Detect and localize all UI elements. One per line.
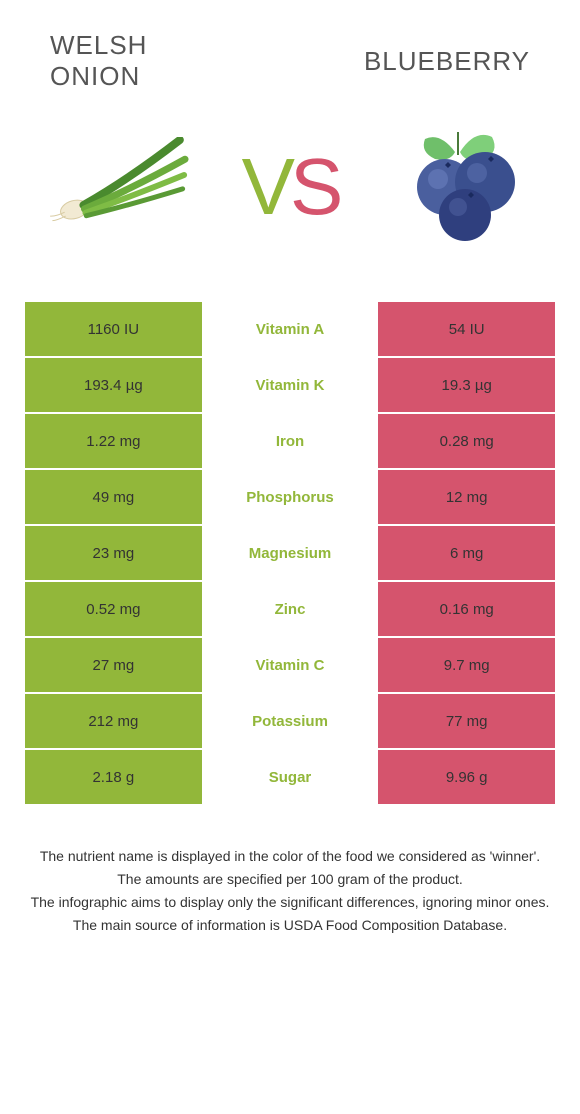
- table-row: 0.52 mgZinc0.16 mg: [25, 582, 555, 638]
- right-title: Blueberry: [364, 46, 530, 77]
- right-value: 9.7 mg: [378, 638, 555, 694]
- left-title: Welsh onion: [50, 30, 230, 92]
- left-value: 212 mg: [25, 694, 202, 750]
- nutrient-name: Magnesium: [202, 526, 379, 582]
- vs-s: S: [290, 141, 338, 233]
- nutrient-name: Potassium: [202, 694, 379, 750]
- table-row: 1160 IUVitamin A54 IU: [25, 302, 555, 358]
- header: Welsh onion Blueberry: [0, 0, 580, 102]
- nutrient-name: Iron: [202, 414, 379, 470]
- welsh-onion-image: [40, 127, 200, 247]
- left-value: 1160 IU: [25, 302, 202, 358]
- right-value: 0.16 mg: [378, 582, 555, 638]
- left-value: 193.4 µg: [25, 358, 202, 414]
- nutrient-name: Vitamin K: [202, 358, 379, 414]
- right-value: 77 mg: [378, 694, 555, 750]
- nutrient-name: Phosphorus: [202, 470, 379, 526]
- right-value: 54 IU: [378, 302, 555, 358]
- right-value: 0.28 mg: [378, 414, 555, 470]
- table-row: 193.4 µgVitamin K19.3 µg: [25, 358, 555, 414]
- left-value: 27 mg: [25, 638, 202, 694]
- footer-line: The nutrient name is displayed in the co…: [15, 846, 565, 867]
- nutrient-name: Vitamin A: [202, 302, 379, 358]
- left-value: 2.18 g: [25, 750, 202, 806]
- nutrient-name: Sugar: [202, 750, 379, 806]
- footer-line: The amounts are specified per 100 gram o…: [15, 869, 565, 890]
- footer-line: The main source of information is USDA F…: [15, 915, 565, 936]
- footer-notes: The nutrient name is displayed in the co…: [0, 806, 580, 936]
- blueberry-image: [380, 127, 540, 247]
- table-row: 27 mgVitamin C9.7 mg: [25, 638, 555, 694]
- footer-line: The infographic aims to display only the…: [15, 892, 565, 913]
- left-value: 23 mg: [25, 526, 202, 582]
- nutrient-name: Vitamin C: [202, 638, 379, 694]
- table-row: 1.22 mgIron0.28 mg: [25, 414, 555, 470]
- left-value: 1.22 mg: [25, 414, 202, 470]
- right-value: 19.3 µg: [378, 358, 555, 414]
- nutrient-name: Zinc: [202, 582, 379, 638]
- vs-label: V S: [242, 141, 339, 233]
- left-value: 0.52 mg: [25, 582, 202, 638]
- table-row: 212 mgPotassium77 mg: [25, 694, 555, 750]
- table-row: 2.18 gSugar9.96 g: [25, 750, 555, 806]
- hero-row: V S: [0, 102, 580, 302]
- vs-v: V: [242, 141, 290, 233]
- right-value: 12 mg: [378, 470, 555, 526]
- table-row: 49 mgPhosphorus12 mg: [25, 470, 555, 526]
- right-value: 6 mg: [378, 526, 555, 582]
- right-value: 9.96 g: [378, 750, 555, 806]
- left-value: 49 mg: [25, 470, 202, 526]
- table-row: 23 mgMagnesium6 mg: [25, 526, 555, 582]
- comparison-table: 1160 IUVitamin A54 IU193.4 µgVitamin K19…: [25, 302, 555, 806]
